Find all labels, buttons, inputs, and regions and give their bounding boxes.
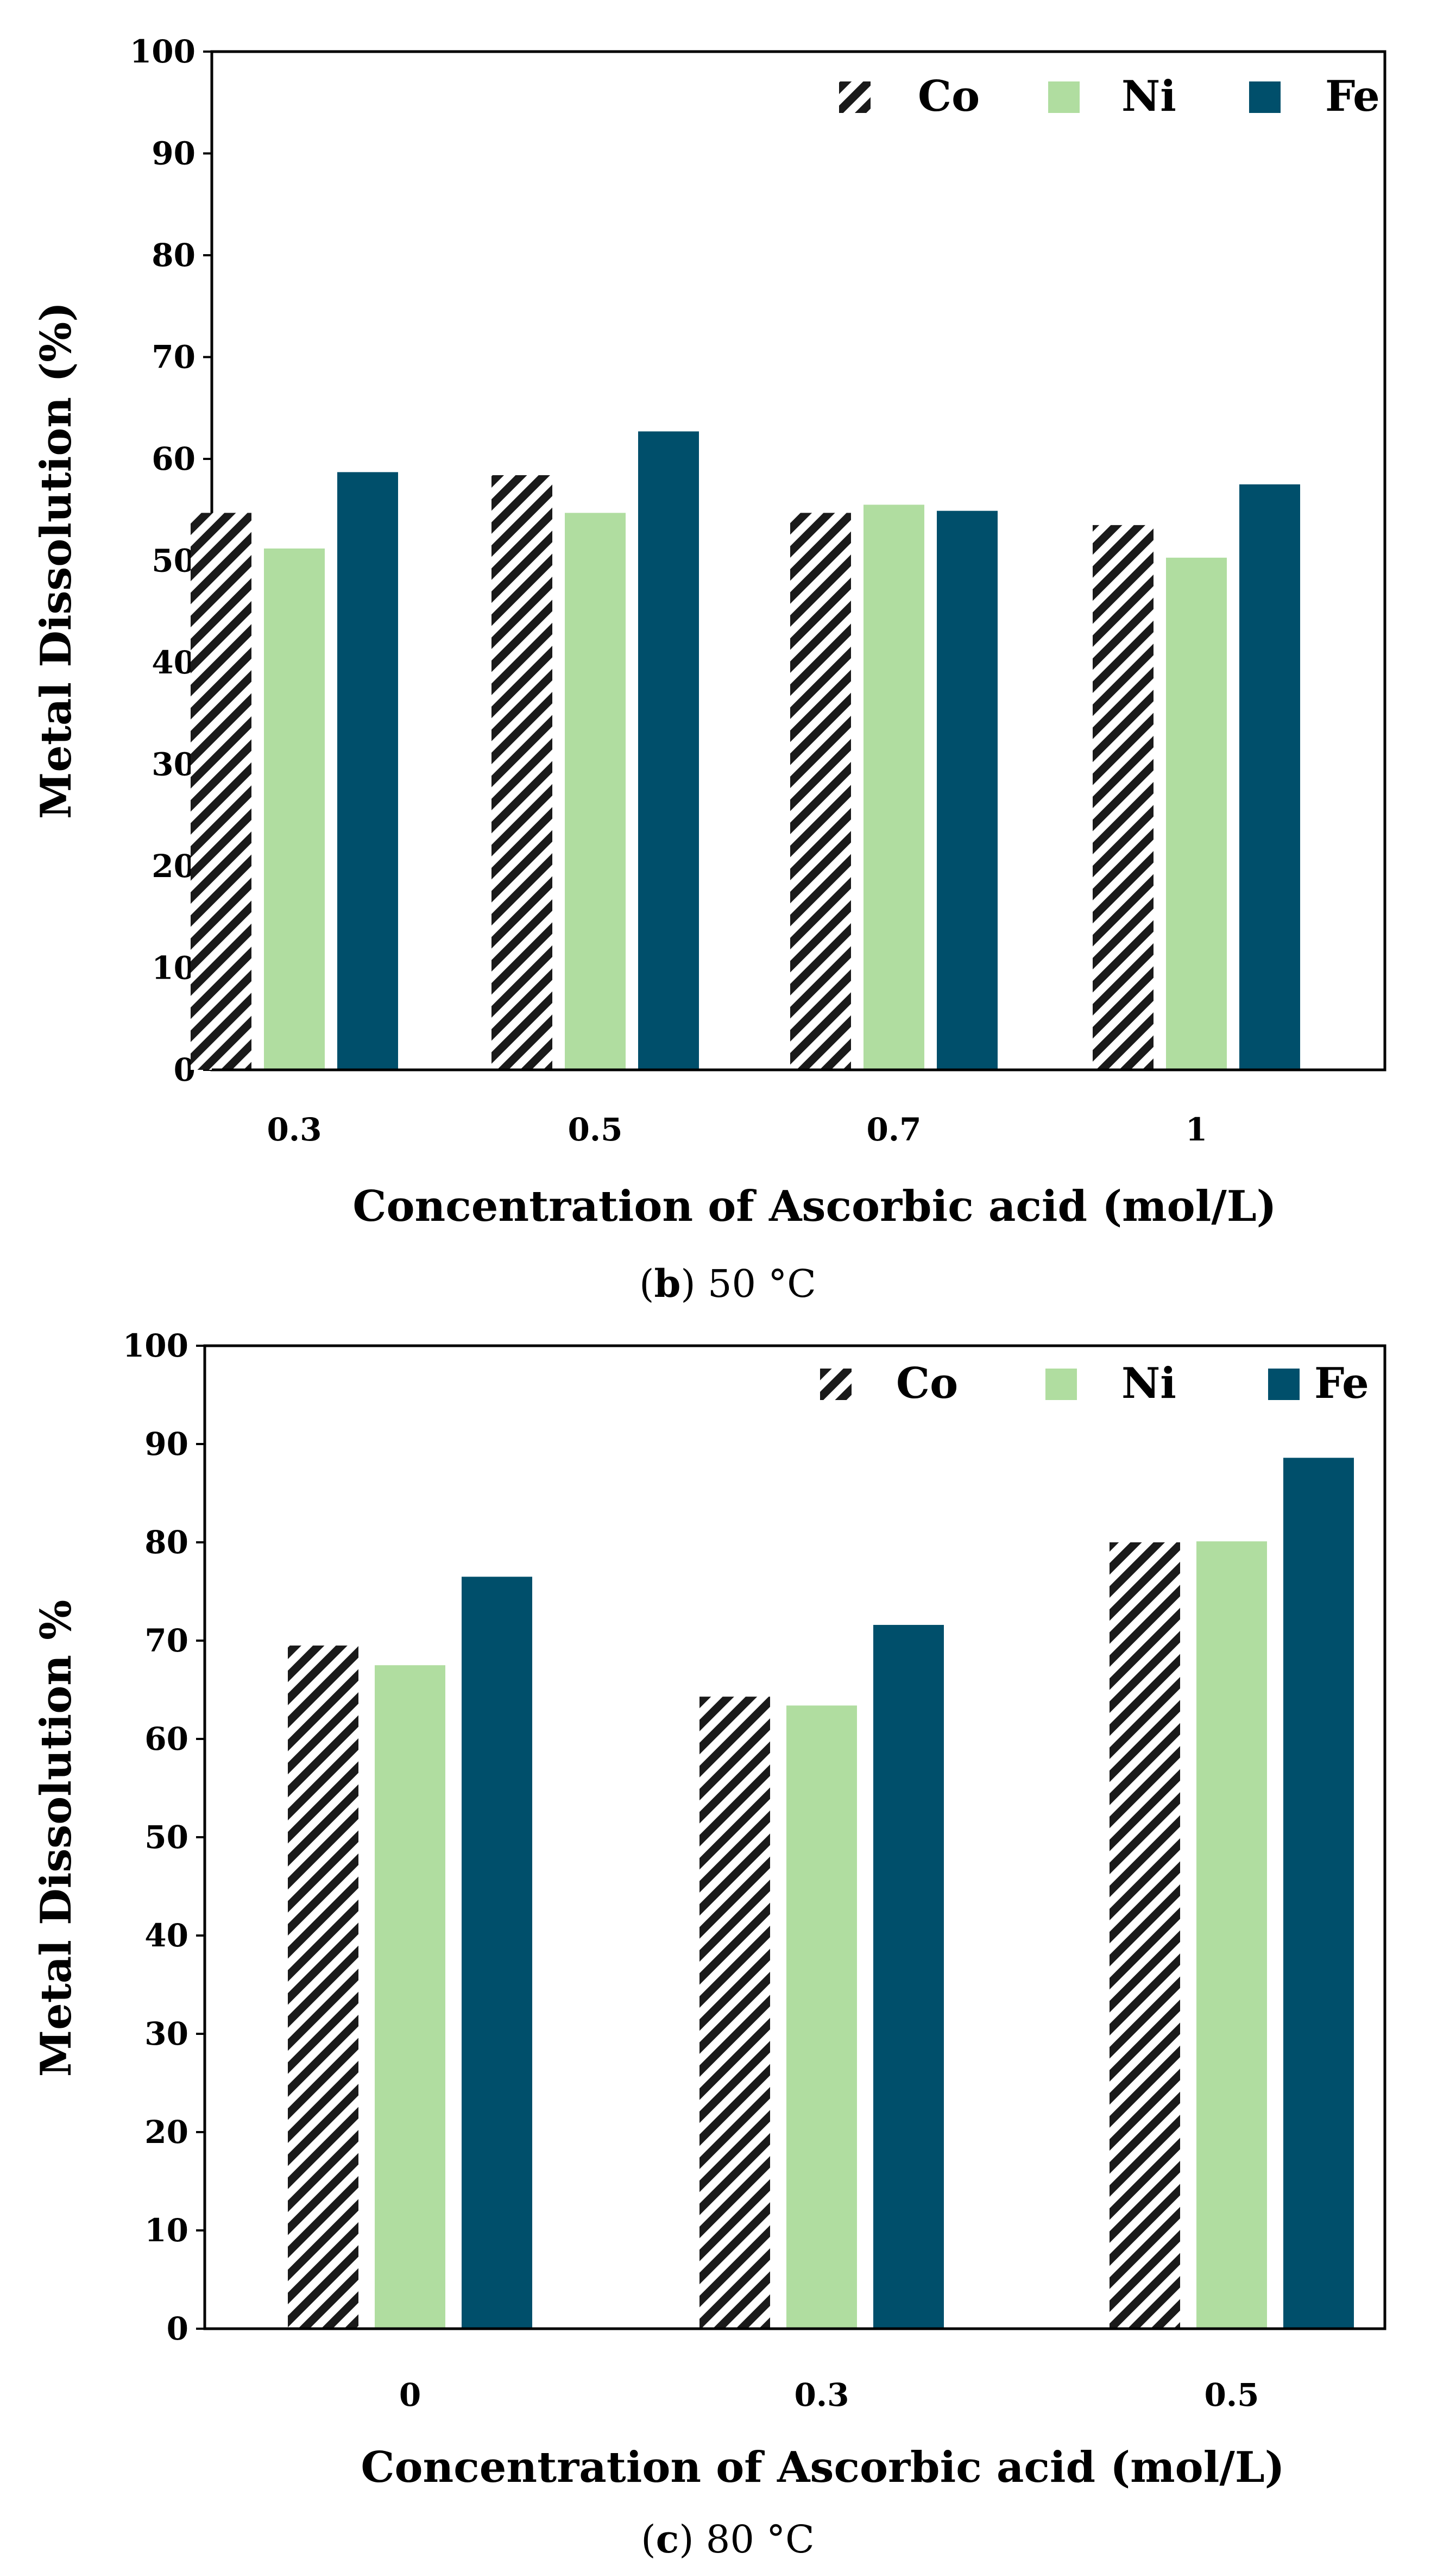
x-axis-ticks: 0.3 0.5 0.7 1 xyxy=(267,1111,1208,1148)
y-axis-ticks: 0 10 20 30 40 50 60 70 80 90 100 xyxy=(123,1327,205,2347)
bar-fe-0.5 xyxy=(1283,1458,1354,2329)
caption-letter: c xyxy=(656,2517,679,2562)
caption-text: 50 °C xyxy=(708,1262,816,1306)
y-tick-label: 70 xyxy=(144,1622,188,1659)
bar-co-0.7 xyxy=(790,513,851,1070)
bar-co-0 xyxy=(288,1646,358,2329)
y-tick-label: 50 xyxy=(152,543,196,579)
legend-label-co: Co xyxy=(918,72,980,121)
legend-swatch-ni xyxy=(1048,81,1080,113)
y-tick-label: 30 xyxy=(144,2015,188,2052)
bar-ni-1 xyxy=(1166,557,1227,1070)
caption-text: 80 °C xyxy=(706,2517,815,2562)
legend-label-fe: Fe xyxy=(1314,1359,1369,1408)
bar-fe-0.5 xyxy=(638,431,699,1070)
legend-label-fe: Fe xyxy=(1325,72,1380,121)
caption-letter: b xyxy=(654,1261,680,1306)
y-axis-title: Metal Dissolution % xyxy=(31,1600,81,2077)
y-tick-label: 40 xyxy=(152,644,196,681)
bar-co-0.3 xyxy=(191,513,251,1070)
legend-swatch-ni xyxy=(1045,1369,1077,1400)
x-axis-title: Concentration of Ascorbic acid (mol/L) xyxy=(361,2443,1284,2492)
x-tick-label: 1 xyxy=(1186,1111,1207,1148)
y-tick-label: 90 xyxy=(152,135,196,172)
bars xyxy=(205,1458,1385,2330)
x-tick-label: 0.5 xyxy=(1205,2376,1259,2413)
bar-ni-0.5 xyxy=(565,513,626,1070)
x-tick-label: 0.5 xyxy=(568,1111,623,1148)
bar-ni-0.3 xyxy=(786,1705,857,2329)
legend: Co Ni Fe xyxy=(839,72,1380,121)
x-tick-label: 0.3 xyxy=(795,2376,849,2413)
y-tick-label: 80 xyxy=(144,1524,188,1561)
bar-co-0.5 xyxy=(491,475,552,1070)
legend-swatch-fe xyxy=(1268,1369,1300,1400)
bar-co-1 xyxy=(1093,525,1154,1070)
bar-fe-0.3 xyxy=(337,472,398,1070)
bar-ni-0.3 xyxy=(264,549,325,1070)
x-tick-label: 0.7 xyxy=(867,1111,922,1148)
legend-label-co: Co xyxy=(896,1359,958,1408)
bar-co-0.3 xyxy=(699,1697,770,2329)
y-tick-label: 80 xyxy=(152,237,196,274)
x-axis-ticks: 0 0.3 0.5 xyxy=(399,2376,1259,2413)
x-tick-label: 0 xyxy=(399,2376,421,2413)
y-axis-title: Metal Dissolution (%) xyxy=(31,302,81,819)
y-tick-label: 90 xyxy=(144,1426,188,1462)
x-tick-label: 0.3 xyxy=(267,1111,322,1148)
y-tick-label: 40 xyxy=(144,1917,188,1954)
x-axis-title: Concentration of Ascorbic acid (mol/L) xyxy=(352,1182,1276,1231)
y-tick-label: 20 xyxy=(152,848,196,885)
y-tick-label: 100 xyxy=(130,33,196,70)
y-tick-label: 60 xyxy=(152,440,196,477)
bar-co-0.5 xyxy=(1110,1542,1180,2329)
y-tick-label: 0 xyxy=(167,2310,188,2347)
bar-ni-0 xyxy=(375,1665,445,2329)
bar-ni-0.5 xyxy=(1196,1541,1267,2329)
caption: (b) 50 °C xyxy=(639,1261,816,1306)
y-tick-label: 100 xyxy=(123,1327,188,1364)
bar-fe-0 xyxy=(462,1577,532,2329)
bar-fe-1 xyxy=(1239,484,1300,1070)
y-tick-label: 10 xyxy=(144,2212,188,2249)
y-tick-label: 10 xyxy=(152,950,196,987)
y-tick-label: 50 xyxy=(144,1819,188,1856)
legend: Co Ni Fe xyxy=(820,1359,1369,1408)
y-tick-label: 30 xyxy=(152,746,196,783)
bar-ni-0.7 xyxy=(863,505,924,1070)
legend-swatch-co xyxy=(820,1369,852,1400)
caption: (c) 80 °C xyxy=(641,2517,814,2562)
y-tick-label: 70 xyxy=(152,339,196,376)
legend-swatch-co xyxy=(839,81,871,113)
legend-label-ni: Ni xyxy=(1121,1359,1176,1408)
legend-label-ni: Ni xyxy=(1121,72,1176,121)
bar-fe-0.7 xyxy=(937,510,998,1070)
bar-fe-0.3 xyxy=(873,1625,944,2329)
y-tick-label: 60 xyxy=(144,1720,188,1757)
y-tick-label: 20 xyxy=(144,2114,188,2151)
legend-swatch-fe xyxy=(1249,81,1281,113)
bars xyxy=(191,431,1385,1071)
